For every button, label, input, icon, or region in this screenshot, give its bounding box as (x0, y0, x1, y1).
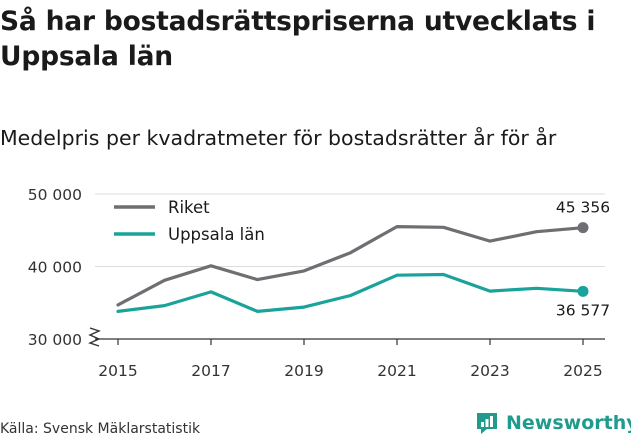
legend-label-1: Uppsala län (168, 225, 265, 244)
series-end-label-0: 45 356 (556, 199, 610, 217)
y-tick-label: 50 000 (28, 186, 82, 204)
y-tick-label: 40 000 (28, 259, 82, 277)
legend-label-0: Riket (168, 198, 210, 217)
source-note: Källa: Svensk Mäklarstatistik (0, 421, 201, 437)
x-tick-label: 2019 (284, 362, 323, 380)
series-end-point-1 (577, 285, 589, 297)
axis-break-icon (88, 327, 101, 347)
brand-logo: Newsworthy (474, 408, 631, 438)
brand-name: Newsworthy (506, 412, 631, 434)
chart-title: Så har bostadsrättspriserna utvecklats i… (0, 6, 596, 72)
x-tick-label: 2021 (377, 362, 416, 380)
series-end-point-0 (577, 222, 589, 234)
chart-subtitle: Medelpris per kvadratmeter för bostadsrä… (0, 126, 557, 150)
x-tick-label: 2025 (563, 362, 602, 380)
x-tick-label: 2015 (98, 362, 137, 380)
series-line-0 (116, 225, 585, 307)
x-tick-label: 2017 (191, 362, 230, 380)
series-end-label-1: 36 577 (556, 301, 610, 319)
x-tick-label: 2023 (470, 362, 509, 380)
series-line-1 (116, 272, 585, 313)
y-tick-label: 30 000 (28, 331, 82, 349)
newsworthy-icon (477, 413, 497, 434)
